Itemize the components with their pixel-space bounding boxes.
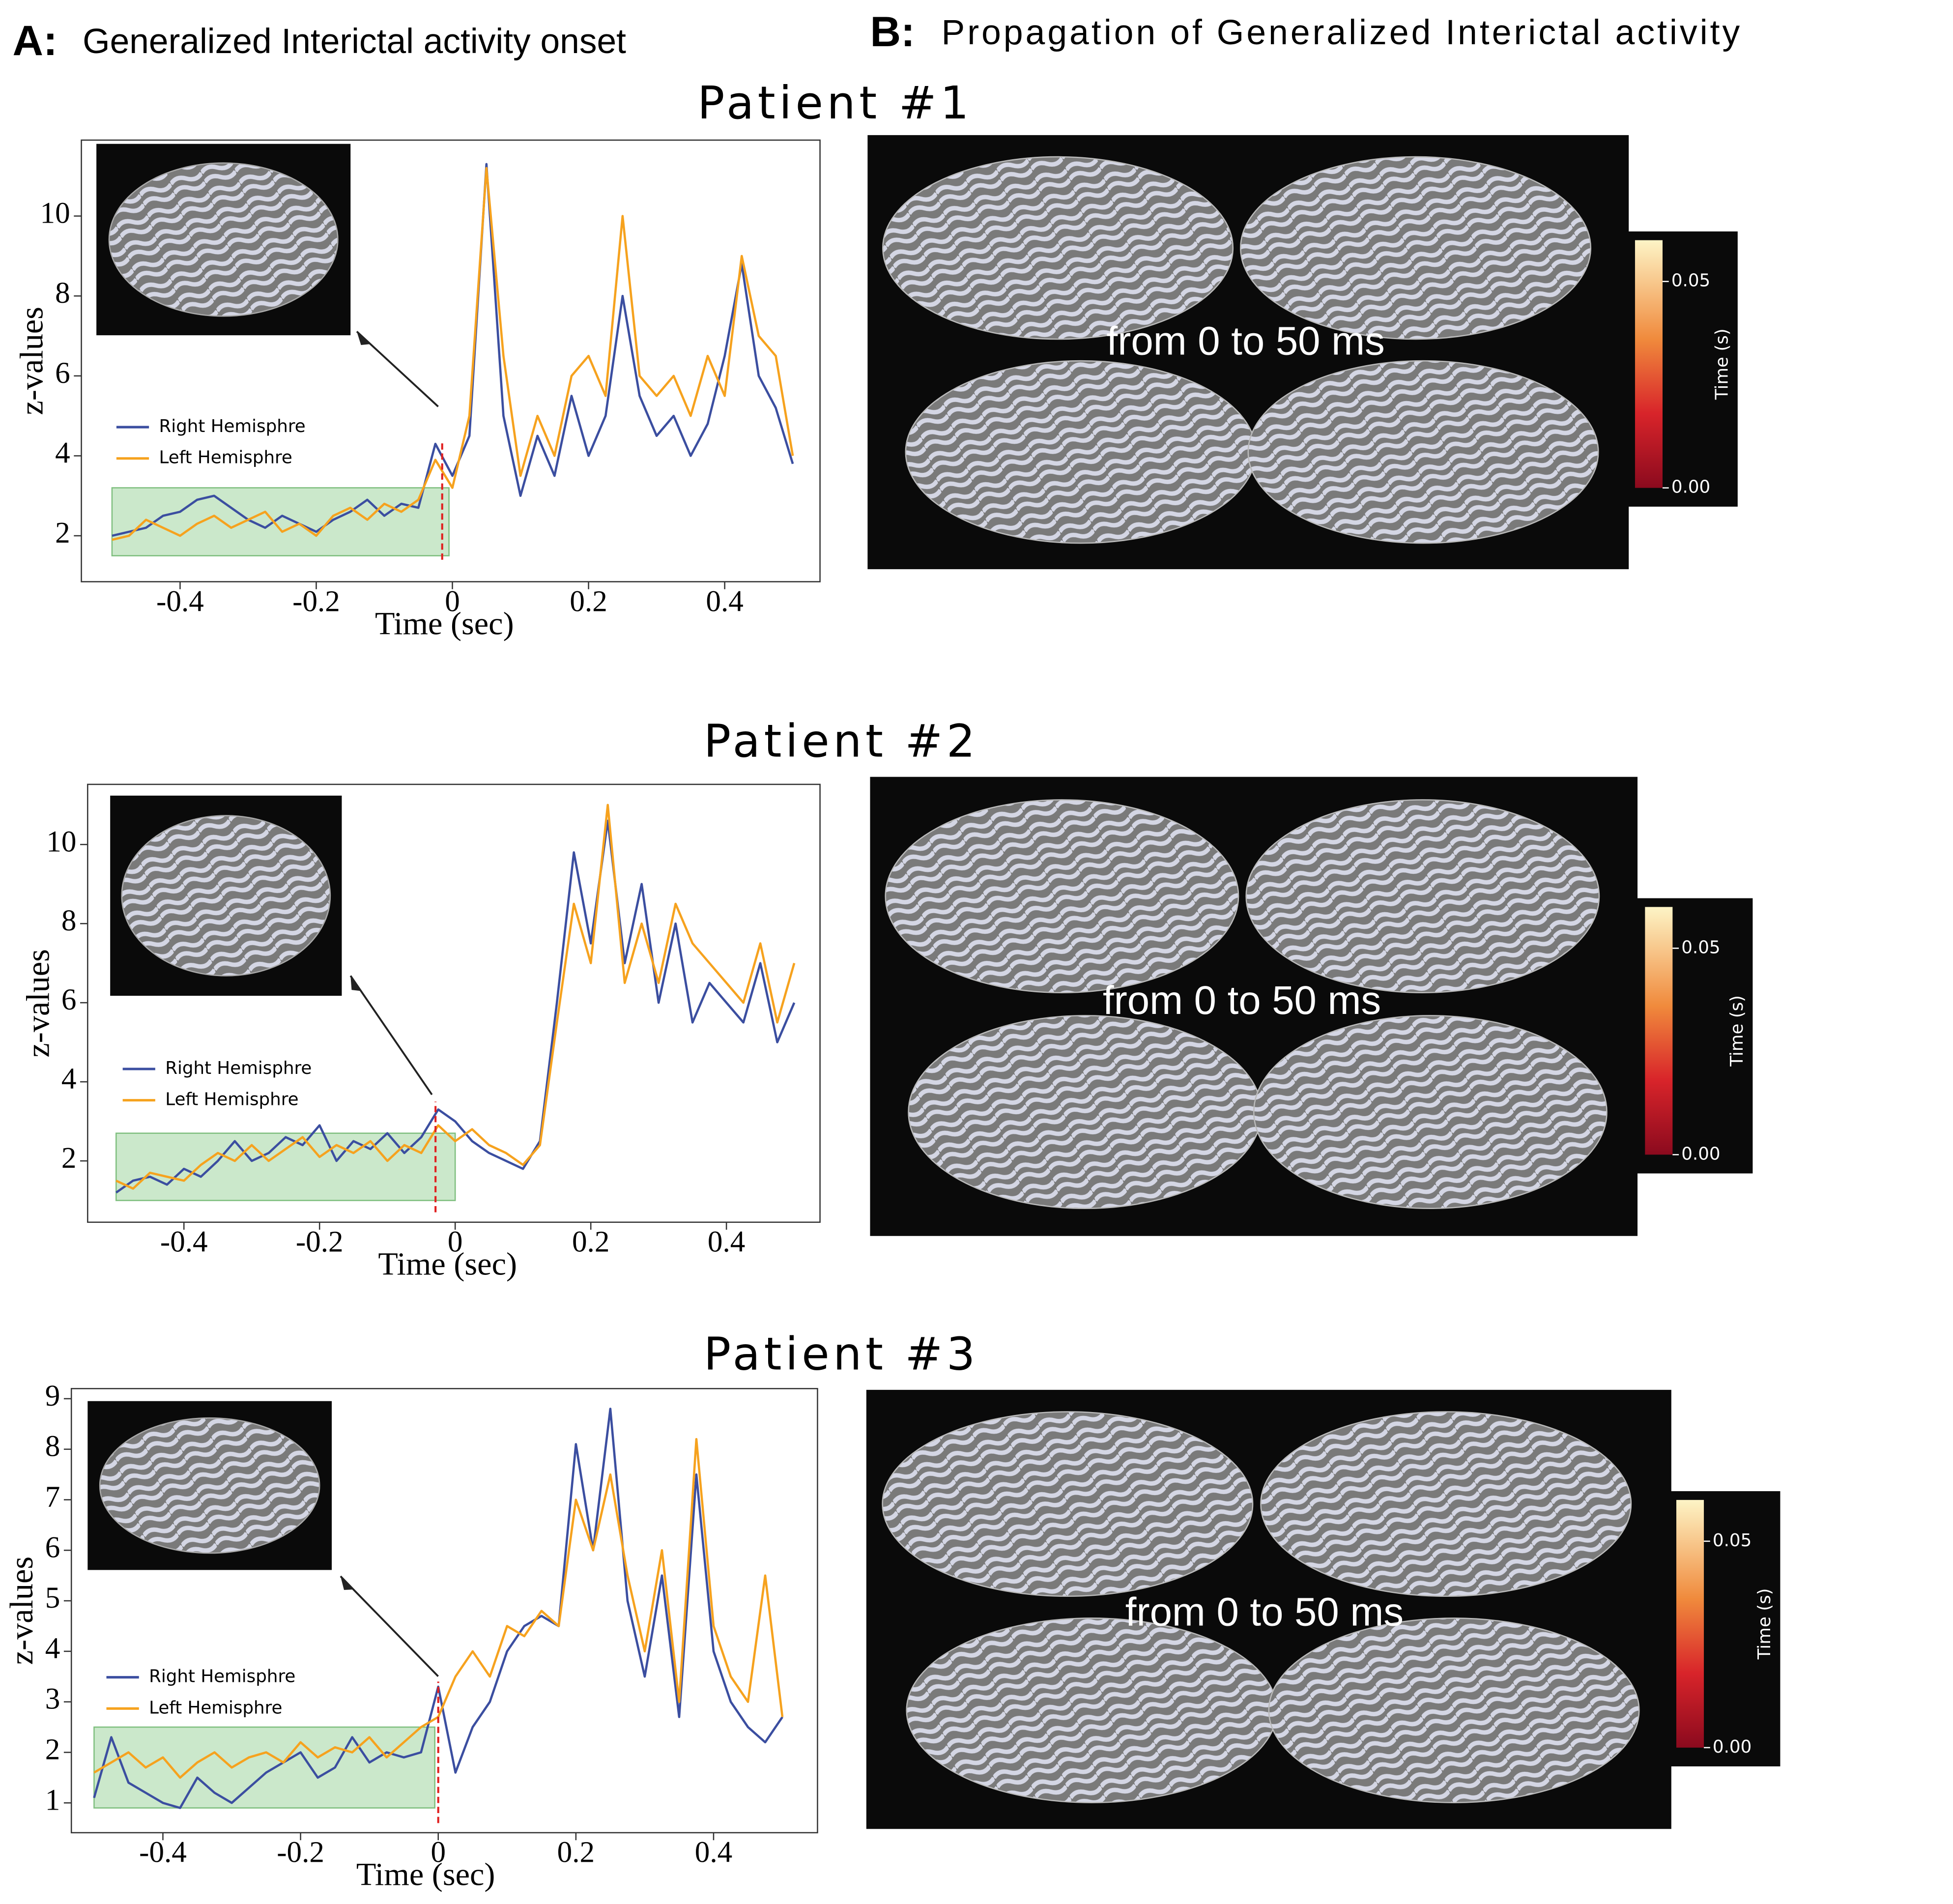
baseline-window — [115, 1132, 456, 1201]
y-tick-label: 2 — [45, 1733, 60, 1766]
colorbar-tick-label: 0.00 — [1671, 477, 1710, 497]
y-axis-label: z-values — [4, 1557, 40, 1665]
series-line — [93, 1408, 783, 1809]
series-line — [112, 163, 794, 537]
legend-label: Left Hemisphre — [165, 1090, 298, 1110]
colorbar — [1676, 1500, 1704, 1748]
x-axis-label: Time (sec) — [356, 1857, 495, 1893]
arrowhead — [350, 976, 361, 991]
y-tick-label: 4 — [55, 436, 70, 469]
colorbar-label: Time (s) — [1727, 995, 1747, 1067]
colorbar-tick-label: 0.05 — [1671, 271, 1710, 291]
x-tick-label: -0.2 — [296, 1226, 344, 1259]
brain — [1253, 1015, 1608, 1210]
brain — [1268, 1617, 1640, 1803]
x-tick-label: 0.4 — [706, 585, 743, 618]
x-tick-label: 0.4 — [708, 1226, 745, 1259]
baseline-window — [111, 487, 450, 557]
series-line — [115, 819, 796, 1194]
y-tick-label: 8 — [45, 1430, 60, 1463]
y-tick-label: 6 — [55, 357, 70, 390]
y-tick-label: 10 — [40, 197, 70, 230]
colorbar-label: Time (s) — [1754, 1588, 1775, 1660]
arrowhead — [340, 1576, 353, 1590]
x-tick-label: 0.2 — [557, 1836, 595, 1869]
panel-title: Generalized Interictal activity onset — [83, 22, 626, 61]
colorbar-label: Time (s) — [1712, 328, 1732, 400]
brain — [908, 1015, 1263, 1210]
legend-label: Left Hemisphre — [149, 1698, 282, 1718]
series-line — [112, 167, 794, 541]
x-tick-label: -0.4 — [160, 1226, 208, 1259]
panel-label: A: — [12, 17, 57, 64]
panel-label: B: — [870, 8, 915, 56]
y-tick-label: 9 — [45, 1380, 60, 1413]
y-tick-label: 4 — [61, 1063, 77, 1096]
y-tick-label: 4 — [45, 1632, 60, 1665]
arrowhead — [357, 331, 370, 346]
legend-label: Right Hemisphre — [149, 1667, 295, 1687]
brain — [99, 1417, 320, 1554]
x-tick-label: -0.4 — [139, 1836, 187, 1869]
x-axis-label: Time (sec) — [375, 606, 514, 641]
y-axis-label: z-values — [20, 949, 56, 1057]
y-tick-label: 8 — [55, 277, 70, 310]
colorbar-tick-label: 0.05 — [1713, 1530, 1752, 1551]
brain — [1245, 799, 1600, 993]
colorbar-tick-label: 0.00 — [1681, 1144, 1720, 1164]
brain — [1247, 360, 1599, 544]
x-tick-label: -0.2 — [277, 1836, 324, 1869]
arrow — [356, 331, 439, 407]
series-line — [115, 804, 796, 1190]
y-tick-label: 2 — [61, 1142, 77, 1175]
arrow — [340, 1575, 439, 1677]
baseline-window — [93, 1726, 436, 1809]
chart-title: Patient #2 — [704, 715, 979, 767]
brain — [882, 1411, 1254, 1597]
x-tick-label: 0.4 — [695, 1836, 732, 1869]
colorbar — [1645, 907, 1673, 1155]
legend-label: Left Hemisphre — [159, 448, 292, 468]
x-tick-label: 0.2 — [572, 1226, 609, 1259]
legend-label: Right Hemisphre — [165, 1058, 312, 1078]
annotation: from 0 to 50 ms — [1107, 319, 1385, 364]
brain — [121, 815, 331, 977]
x-axis-label: Time (sec) — [378, 1246, 517, 1282]
colorbar-tick-label: 0.05 — [1681, 937, 1720, 957]
y-tick-label: 8 — [61, 904, 77, 937]
x-tick-label: 0.2 — [570, 585, 607, 618]
y-tick-label: 3 — [45, 1683, 60, 1716]
x-tick-label: -0.2 — [292, 585, 340, 618]
y-tick-label: 2 — [55, 517, 70, 549]
x-tick-label: -0.4 — [156, 585, 204, 618]
annotation: from 0 to 50 ms — [1103, 978, 1381, 1023]
brain — [108, 162, 339, 317]
x-tick-label: 0 — [431, 1836, 446, 1869]
brain — [1260, 1411, 1632, 1597]
panel-title: Propagation of Generalized Interictal ac… — [942, 13, 1743, 52]
x-tick-label: 0 — [445, 585, 460, 618]
arrow — [349, 975, 433, 1096]
colorbar-tick-label: 0.00 — [1713, 1737, 1752, 1757]
y-tick-label: 1 — [45, 1784, 60, 1817]
chart-title: Patient #1 — [697, 77, 973, 129]
legend-label: Right Hemisphre — [159, 416, 306, 436]
y-tick-label: 7 — [45, 1481, 60, 1514]
chart-title: Patient #3 — [704, 1328, 979, 1381]
brain — [905, 360, 1257, 544]
y-tick-label: 6 — [45, 1531, 60, 1564]
brain — [885, 799, 1239, 993]
y-tick-label: 6 — [61, 983, 77, 1016]
brain — [1240, 156, 1592, 340]
x-tick-label: 0 — [448, 1226, 463, 1259]
y-axis-label: z-values — [14, 307, 50, 415]
y-tick-label: 10 — [46, 825, 76, 858]
annotation: from 0 to 50 ms — [1125, 1590, 1404, 1635]
colorbar — [1635, 240, 1663, 488]
y-tick-label: 5 — [45, 1582, 60, 1615]
brain — [906, 1617, 1278, 1803]
brain — [882, 156, 1234, 340]
